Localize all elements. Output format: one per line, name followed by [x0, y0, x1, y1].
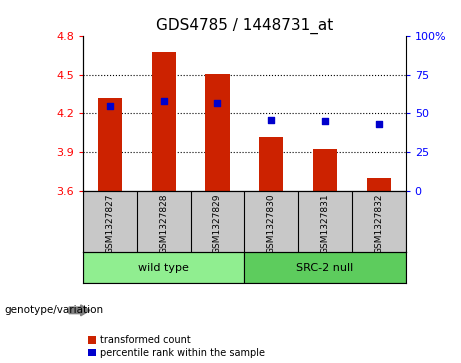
Bar: [152, 52, 176, 191]
Bar: [366, 178, 391, 191]
Bar: [259, 136, 284, 191]
Text: genotype/variation: genotype/variation: [5, 305, 104, 315]
Point: [375, 121, 383, 127]
Bar: [313, 150, 337, 191]
Point: [267, 117, 275, 122]
Bar: [205, 74, 230, 191]
Point: [214, 100, 221, 106]
Text: GSM1327829: GSM1327829: [213, 194, 222, 254]
Bar: [83, 252, 244, 283]
Text: SRC-2 null: SRC-2 null: [296, 263, 354, 273]
Text: GSM1327827: GSM1327827: [106, 194, 114, 254]
Text: GSM1327830: GSM1327830: [267, 194, 276, 254]
Point: [106, 103, 113, 109]
Legend: transformed count, percentile rank within the sample: transformed count, percentile rank withi…: [88, 335, 265, 358]
Text: GSM1327831: GSM1327831: [320, 194, 330, 254]
Text: GSM1327832: GSM1327832: [374, 194, 383, 254]
Point: [160, 98, 167, 104]
Bar: [244, 252, 406, 283]
Point: [321, 118, 329, 124]
Title: GDS4785 / 1448731_at: GDS4785 / 1448731_at: [156, 17, 333, 33]
Bar: [98, 98, 122, 191]
Text: GSM1327828: GSM1327828: [159, 194, 168, 254]
Text: wild type: wild type: [138, 263, 189, 273]
